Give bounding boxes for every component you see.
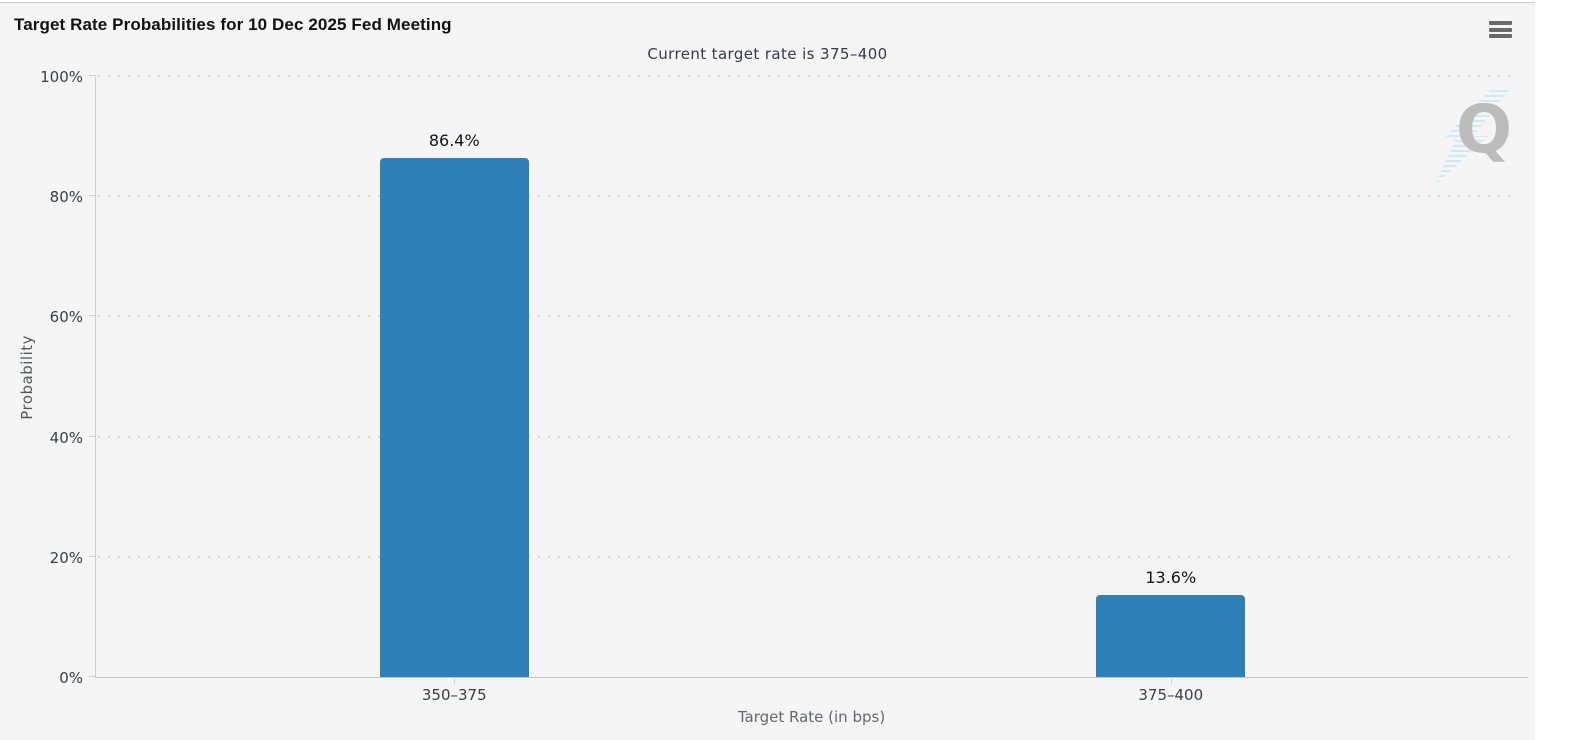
y-tick-label: 0% — [59, 669, 83, 687]
x-axis-tick — [1170, 677, 1172, 684]
hamburger-icon — [1488, 34, 1512, 38]
gridline — [98, 315, 1518, 318]
gridline — [98, 75, 1518, 77]
x-tick-label: 375–400 — [1138, 686, 1204, 704]
bar-value-label: 13.6% — [1145, 568, 1197, 588]
quikstrike-watermark-logo: Q — [1426, 85, 1534, 187]
chart-context-menu-button[interactable] — [1486, 19, 1514, 45]
y-tick-label: 40% — [49, 428, 83, 447]
hamburger-icon — [1488, 27, 1512, 32]
chart-subtitle: Current target rate is 375–400 — [647, 45, 888, 63]
x-axis-title: Target Rate (in bps) — [737, 708, 886, 726]
y-axis-tick — [89, 555, 96, 557]
q-logo-letter: Q — [1456, 91, 1513, 168]
y-axis-tick-labels: 0% 20% 40% 60% 80% 100% — [0, 68, 88, 687]
y-axis-tick — [89, 195, 96, 197]
y-axis-title: Probability — [18, 335, 36, 420]
bar-value-label: 86.4% — [428, 130, 480, 150]
chart-title: Target Rate Probabilities for 10 Dec 202… — [14, 15, 452, 34]
gridline — [98, 435, 1518, 438]
hamburger-icon — [1488, 21, 1512, 25]
y-tick-label: 100% — [40, 68, 83, 86]
x-axis-tick — [454, 677, 456, 684]
probability-bar-375–400[interactable] — [1096, 595, 1246, 677]
gridline — [98, 195, 1518, 198]
y-tick-label: 80% — [49, 188, 83, 207]
y-axis-tick — [89, 435, 96, 437]
y-axis-tick — [89, 676, 96, 677]
gridline — [98, 555, 1518, 558]
probability-bar-350–375[interactable] — [379, 157, 529, 677]
y-tick-label: 60% — [49, 308, 83, 327]
x-tick-label: 350–375 — [421, 686, 487, 704]
plot-area: 86.4% 350–375 13.6% 375–400 — [89, 75, 1528, 704]
fed-meeting-probability-chart: Target Rate Probabilities for 10 Dec 202… — [0, 2, 1535, 740]
y-tick-label: 20% — [49, 548, 83, 567]
y-axis-tick — [89, 75, 96, 76]
y-axis-tick — [89, 315, 96, 317]
